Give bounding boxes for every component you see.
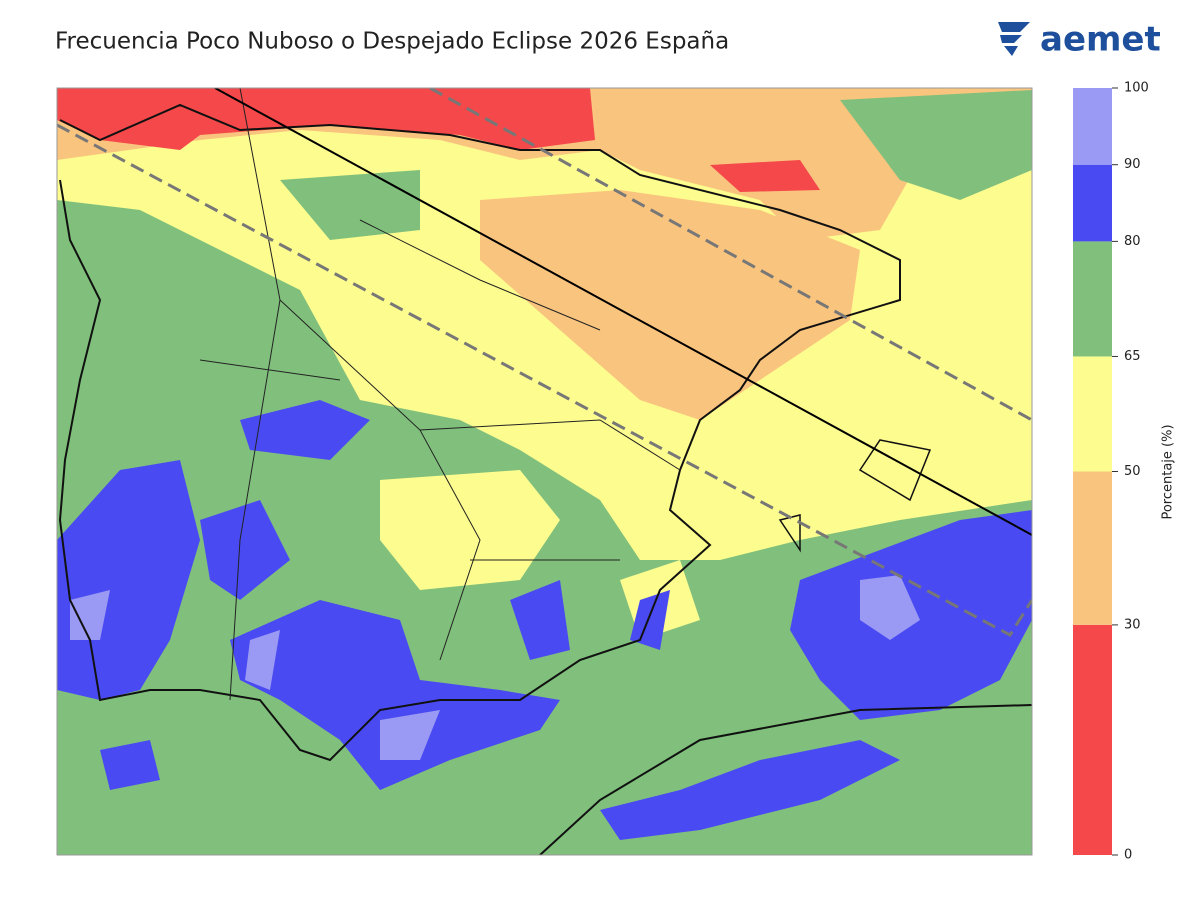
orange-ebro — [480, 190, 860, 420]
colorbar-band — [1073, 471, 1112, 625]
colorbar-band — [1073, 88, 1112, 165]
green-west — [57, 220, 130, 420]
eclipse-limit-north — [429, 88, 1032, 422]
logo-icon — [998, 22, 1030, 56]
blue-centre — [240, 400, 370, 460]
colorbar-tick-label: 65 — [1124, 349, 1141, 364]
colorbar-tick-label: 100 — [1124, 81, 1149, 96]
map-frame — [56, 87, 1033, 856]
logo-text: aemet — [1040, 20, 1161, 60]
colorbar-band — [1073, 624, 1112, 855]
eclipse-centreline — [214, 88, 1032, 536]
borders — [199, 88, 681, 701]
colorbar: 0 30 50 65 80 90 100 — [1073, 81, 1149, 863]
colorbar-band — [1073, 241, 1112, 357]
coastline — [58, 103, 901, 762]
colorbar-band — [1073, 164, 1112, 242]
logo: aemet — [998, 20, 1161, 60]
colorbar-tick-label: 80 — [1124, 234, 1141, 249]
colorbar-band — [1073, 356, 1112, 472]
colorbar-tick-label: 30 — [1124, 617, 1141, 632]
blue-andalusia — [230, 600, 560, 790]
yellow-patches — [380, 470, 700, 640]
blue-extremadura — [200, 500, 290, 600]
map — [56, 87, 1033, 856]
blue-east — [510, 580, 670, 660]
green-north — [280, 90, 1032, 240]
blue-alboran — [100, 740, 900, 840]
eclipse-limit-south — [57, 123, 1032, 637]
colorbar-tick-label: 90 — [1124, 157, 1141, 172]
title: Frecuencia Poco Nuboso o Despejado Eclip… — [55, 29, 729, 55]
colorbar-tick-label: 0 — [1124, 848, 1132, 863]
colorbar-tick-label: 50 — [1124, 464, 1141, 479]
africa-coast — [539, 704, 1032, 855]
colorbar-label: Porcentaje (%) — [1161, 424, 1176, 519]
red-france — [710, 160, 820, 192]
